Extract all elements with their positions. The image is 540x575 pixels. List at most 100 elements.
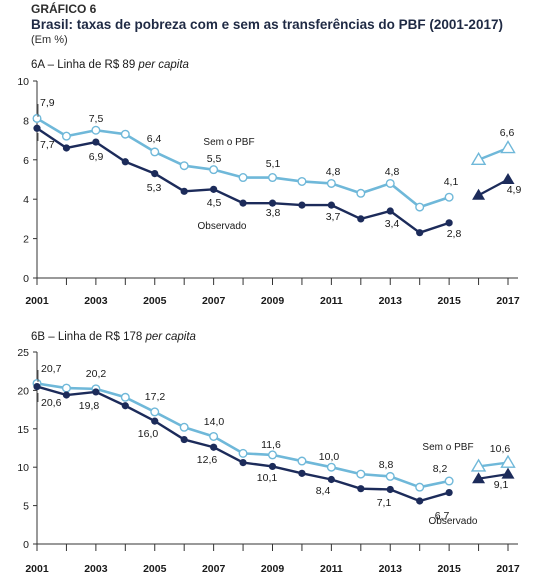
- chart-6b-xtick-label: 2009: [261, 563, 285, 575]
- chart-6b-sem-pbf-point: [356, 469, 366, 479]
- chart-6a-sem-pbf-data-label: 4,1: [444, 176, 459, 188]
- chart-6a-observado-data-label: 5,3: [147, 182, 162, 194]
- chart-6a-sem-pbf-data-label: 5,5: [207, 153, 222, 165]
- chart-6a-sem-pbf-point: [150, 147, 160, 157]
- chart-6a-sem-pbf-point: [415, 202, 425, 212]
- chart-6b-observado-point: [357, 485, 365, 493]
- chart-6b-observado-point: [151, 417, 159, 425]
- chart-6b-ytick-label: 10: [17, 462, 29, 474]
- chart-6a-xtick-label: 2013: [379, 295, 403, 307]
- chart-6b-observado-point: [92, 388, 100, 396]
- chart-6b-observado-point: [327, 475, 335, 484]
- chart-6a-observado-data-label: 2,8: [447, 228, 462, 240]
- chart-6a-ytick-label: 4: [23, 194, 29, 206]
- chart-6a-sem-pbf-data-label: 4,8: [326, 166, 341, 178]
- chart-6b-sem-pbf-data-label: 17,2: [145, 391, 166, 403]
- chart-6b-sem-pbf-point: [150, 407, 160, 417]
- chart-6b-sem-pbf-point: [120, 392, 130, 402]
- chart-6a-sem-pbf-point: [356, 188, 366, 198]
- chart-6a-sem-pbf-data-label: 6,6: [500, 127, 515, 139]
- chart-6b-xtick-label: 2007: [202, 563, 226, 575]
- chart-6b-xtick-label: 2005: [143, 563, 167, 575]
- chart-6b-sem-pbf-data-label: 8,2: [433, 463, 448, 475]
- chart-6b-observado-point: [180, 435, 188, 444]
- chart-6b-sem-pbf-data-label: 14,0: [204, 416, 225, 428]
- chart-6a-observado-point: [121, 158, 129, 166]
- chart-6a-ytick-label: 2: [23, 234, 29, 246]
- chart-6a-observado-data-label: 7,7: [40, 139, 55, 151]
- chart-6a-xtick-label: 2017: [496, 295, 520, 307]
- chart-6a-ytick-label: 10: [17, 76, 29, 88]
- chart-6a-sem-pbf-point: [444, 192, 454, 202]
- chart-6b-observado-point: [298, 469, 306, 477]
- chart-6b-observado-point: [268, 462, 277, 471]
- chart-6b-observado-point: [239, 458, 247, 467]
- chart-6b-ytick-label: 5: [23, 501, 29, 513]
- chart-6a-sem-pbf-point: [268, 173, 278, 183]
- chart-6a-ytick-label: 6: [23, 155, 29, 167]
- chart-6b-ytick-label: 15: [17, 424, 29, 436]
- chart-6b-observado-data-label: 12,6: [197, 454, 218, 466]
- chart-6a-observado-point: [386, 207, 394, 215]
- chart-6b-observado-data-label: 19,8: [79, 400, 100, 412]
- chart-6a-observado-point: [33, 124, 41, 132]
- chart-6b-sem-pbf-data-label: 20,7: [41, 363, 62, 375]
- chart-6a-xtick-label: 2003: [84, 295, 108, 307]
- chart-6a-xtick-label: 2015: [437, 295, 461, 307]
- chart-6b-observado-point: [33, 382, 41, 391]
- chart-6b-sem-pbf-data-label: 8,8: [379, 459, 394, 471]
- chart-6b-sem-pbf-series-label: Sem o PBF: [422, 442, 473, 453]
- chart-6b-observado-projection-point: [501, 467, 515, 479]
- chart-6a-observado-data-label: 6,9: [89, 151, 104, 163]
- chart-6b-sem-pbf-point: [297, 456, 307, 466]
- chart-6a-sem-pbf-series-label: Sem o PBF: [203, 137, 254, 148]
- chart-6b-sem-pbf-projection-point: [470, 458, 487, 472]
- chart-6a-observado-point: [151, 169, 159, 178]
- figure-unit: (Em %): [31, 34, 68, 46]
- chart-6a-observado-data-label: 3,8: [266, 207, 281, 219]
- chart-6a-sem-pbf-point: [326, 178, 336, 188]
- chart-6b-observado-point: [416, 497, 424, 505]
- chart-6b-observado-data-label: 16,0: [138, 428, 159, 440]
- chart-6a-sem-pbf-data-label: 4,8: [385, 166, 400, 178]
- figure-label: GRÁFICO 6: [31, 2, 97, 16]
- chart-6a-observado-point: [298, 201, 306, 209]
- chart-6b-sem-pbf-data-label: 20,2: [86, 368, 107, 380]
- chart-6a-title: 6A – Linha de R$ 89 per capita: [31, 59, 189, 71]
- chart-6a-sem-pbf-point: [120, 129, 130, 139]
- chart-6a-sem-pbf-data-label: 6,4: [147, 133, 162, 145]
- chart-6b-xtick-label: 2011: [320, 563, 343, 575]
- chart-6a-sem-pbf-projection-point: [500, 140, 516, 154]
- chart-6b-observado-data-label: 6,7: [435, 510, 450, 522]
- chart-6a-sem-pbf-point: [61, 131, 71, 141]
- chart-6a-sem-pbf-data-label: 7,9: [40, 97, 55, 109]
- chart-6a-observado-point: [180, 187, 188, 195]
- chart-6a-sem-pbf-point: [32, 113, 42, 123]
- chart-6a-observado-point: [268, 199, 277, 207]
- chart-6b-observado-point: [62, 391, 71, 399]
- chart-6b-observado-data-label: 7,1: [377, 497, 392, 509]
- chart-6b-xtick-label: 2013: [379, 563, 403, 575]
- chart-6b-xtick-label: 2003: [84, 563, 108, 575]
- chart-6b-sem-pbf-point: [61, 383, 71, 393]
- chart-6a-sem-pbf-point: [297, 176, 307, 186]
- chart-6b-sem-pbf-data-label: 10,0: [319, 451, 340, 463]
- chart-6b-sem-pbf-point: [326, 462, 336, 472]
- chart-6b-observado-projection-point: [472, 472, 486, 484]
- chart-6b-observado-point: [386, 485, 394, 494]
- chart-6a-observado-point: [416, 229, 424, 237]
- chart-6b-sem-pbf-projection-point: [500, 454, 516, 468]
- chart-6b-title: 6B – Linha de R$ 178 per capita: [31, 331, 196, 343]
- chart-6b-sem-pbf-point: [179, 422, 189, 432]
- chart-6b-observado-projection-line: [478, 473, 509, 480]
- chart-6a-observado-projection-point: [501, 173, 515, 185]
- chart-6b-xtick-label: 2001: [25, 563, 49, 575]
- chart-6b-observado-data-label: 10,1: [257, 472, 278, 484]
- chart-6b-observado-data-label: 9,1: [494, 479, 509, 491]
- chart-6a-ytick-label: 0: [23, 273, 29, 285]
- chart-6a-observado-data-label: 3,4: [385, 218, 400, 230]
- chart-6b-observado-point: [210, 443, 218, 451]
- chart-6b-observado-series-label: Observado: [429, 516, 478, 527]
- chart-6a-sem-pbf-point: [91, 125, 101, 135]
